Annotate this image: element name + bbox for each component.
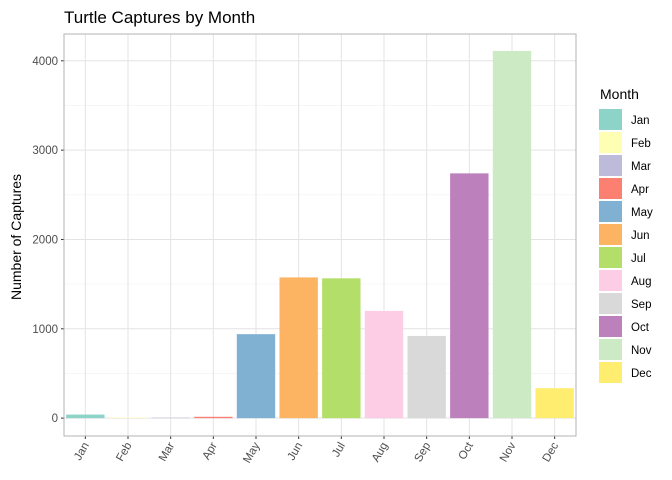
legend-key-aug: [599, 270, 622, 291]
legend-key-jul: [599, 247, 622, 268]
bar-nov: [492, 50, 532, 419]
plot-border: [63, 33, 577, 437]
y-tick-label: 3000: [32, 145, 58, 157]
chart-title: Turtle Captures by Month: [64, 8, 255, 27]
x-tick-label: Jun: [286, 441, 306, 463]
bar-jan: [66, 414, 105, 419]
legend-key-may: [599, 201, 622, 222]
legend-label-jul: Jul: [631, 253, 646, 265]
x-tick-label: Jul: [330, 441, 348, 460]
x-tick-label: Feb: [114, 441, 134, 464]
y-axis-title: Number of Captures: [8, 174, 24, 300]
legend-key-sep: [599, 293, 622, 314]
legend-label-jun: Jun: [631, 230, 650, 242]
x-tick-label: Apr: [201, 440, 220, 462]
legend-label-sep: Sep: [631, 299, 651, 311]
bar-jul: [322, 278, 361, 419]
legend-key-feb: [599, 132, 622, 153]
legend-label-oct: Oct: [631, 322, 650, 334]
bar-dec: [535, 388, 574, 419]
legend-key-mar: [599, 155, 622, 176]
legend-key-dec: [599, 362, 622, 383]
legend-key-nov: [599, 339, 622, 360]
x-tick-label: Dec: [541, 440, 562, 464]
legend-label-feb: Feb: [631, 138, 651, 150]
bar-oct: [450, 173, 489, 419]
bar-apr: [194, 416, 233, 419]
legend-key-jun: [599, 224, 622, 245]
x-tick-label: Nov: [498, 440, 519, 464]
legend: Month Jan Feb Mar Apr May Jun Jul Aug Sep Oct Nov D…: [599, 86, 653, 383]
x-tick-label: May: [241, 440, 262, 465]
plot-background: [64, 34, 576, 436]
x-tick-label: Sep: [413, 441, 434, 465]
legend-label-nov: Nov: [631, 345, 652, 357]
bar-aug: [364, 310, 404, 419]
legend-label-jan: Jan: [631, 115, 650, 127]
x-tick-label: Jan: [72, 441, 92, 463]
y-tick-label: 1000: [32, 324, 58, 336]
bar-feb: [108, 417, 148, 419]
x-tick-label: Oct: [457, 440, 477, 462]
bar-may: [236, 334, 276, 419]
plot-area: 0 1000 2000 3000 4000 Jan Feb Mar Apr May Jun Jul Au…: [32, 33, 577, 465]
legend-label-mar: Mar: [631, 161, 651, 173]
y-tick-label: 4000: [32, 56, 58, 68]
bar-mar: [151, 417, 190, 419]
x-tick-label: Aug: [370, 441, 391, 465]
legend-label-aug: Aug: [631, 276, 651, 288]
legend-key-apr: [599, 178, 622, 199]
bar-sep: [407, 335, 446, 419]
y-tick-label: 0: [52, 413, 58, 425]
legend-key-jan: [599, 109, 622, 130]
legend-label-may: May: [631, 207, 653, 219]
x-tick-label: Mar: [157, 440, 177, 463]
bar-jun: [279, 277, 318, 419]
legend-label-dec: Dec: [631, 368, 652, 380]
legend-key-oct: [599, 316, 622, 337]
legend-title: Month: [600, 86, 639, 102]
y-tick-label: 2000: [32, 234, 58, 246]
legend-label-apr: Apr: [631, 184, 649, 196]
